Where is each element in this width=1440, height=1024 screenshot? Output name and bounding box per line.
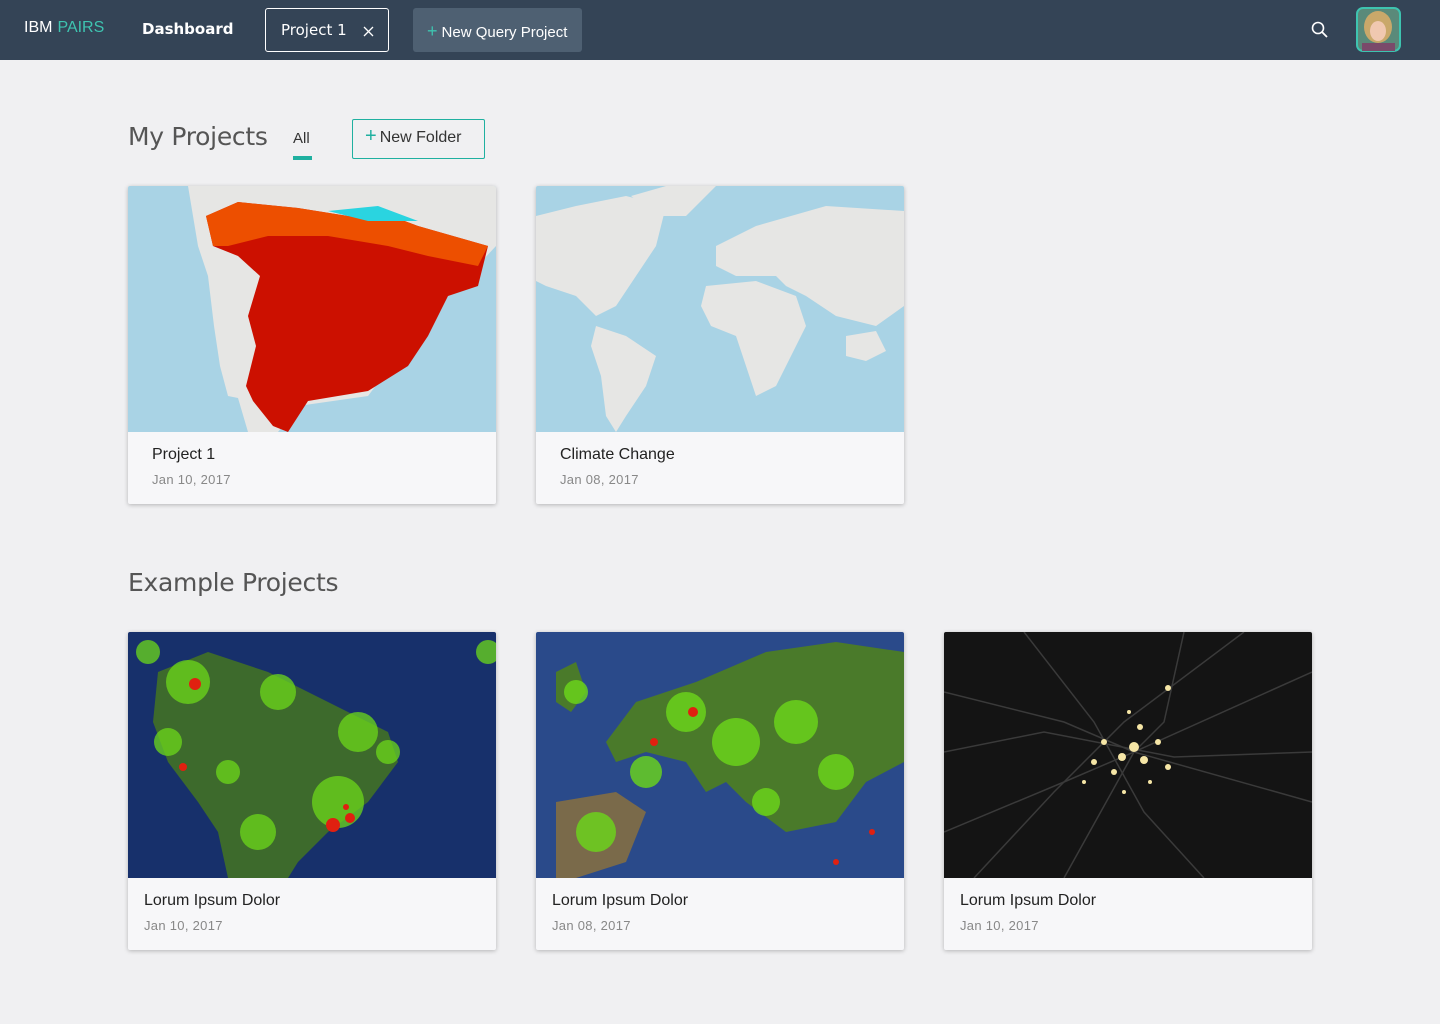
avatar[interactable] — [1356, 7, 1401, 52]
new-folder-button[interactable]: + New Folder — [352, 119, 485, 159]
card-date: Jan 10, 2017 — [152, 472, 231, 487]
example-card[interactable]: Lorum Ipsum Dolor Jan 10, 2017 — [944, 632, 1312, 950]
card-title: Lorum Ipsum Dolor — [552, 892, 689, 909]
filter-tab[interactable]: All — [293, 130, 312, 160]
map-thumbnail — [128, 186, 496, 432]
card-title: Project 1 — [152, 446, 216, 463]
map-thumbnail — [536, 632, 904, 878]
card-date: Jan 10, 2017 — [960, 918, 1039, 933]
example-card[interactable]: Lorum Ipsum Dolor Jan 10, 2017 — [128, 632, 496, 950]
brand-ibm: IBM — [24, 19, 53, 36]
project-card[interactable]: Climate Change Jan 08, 2017 — [536, 186, 904, 504]
card-title: Climate Change — [560, 446, 675, 463]
example-card[interactable]: Lorum Ipsum Dolor Jan 08, 2017 — [536, 632, 904, 950]
brand[interactable]: IBM PAIRS — [24, 19, 104, 37]
project-tab[interactable]: Project 1 — [265, 8, 389, 52]
card-title: Lorum Ipsum Dolor — [960, 892, 1097, 909]
tab-label: Project 1 — [281, 21, 347, 39]
section-title: My Projects — [128, 122, 268, 151]
map-thumbnail — [128, 632, 496, 878]
brand-product: PAIRS — [57, 19, 105, 36]
card-date: Jan 08, 2017 — [552, 918, 631, 933]
new-folder-label: New Folder — [379, 129, 462, 146]
new-query-button[interactable]: + New Query Project — [413, 8, 582, 52]
project-card[interactable]: Project 1 Jan 10, 2017 — [128, 186, 496, 504]
search-icon[interactable] — [1311, 21, 1329, 39]
card-title: Lorum Ipsum Dolor — [144, 892, 281, 909]
map-thumbnail — [944, 632, 1312, 878]
dashboard-link[interactable]: Dashboard — [142, 20, 234, 38]
close-icon[interactable] — [363, 26, 374, 37]
card-date: Jan 10, 2017 — [144, 918, 223, 933]
map-thumbnail — [536, 186, 904, 432]
section-title: Example Projects — [128, 568, 339, 597]
top-nav: IBM PAIRS Dashboard Project 1 + New Query … — [0, 0, 1440, 60]
card-date: Jan 08, 2017 — [560, 472, 639, 487]
new-query-label: New Query Project — [441, 24, 568, 41]
